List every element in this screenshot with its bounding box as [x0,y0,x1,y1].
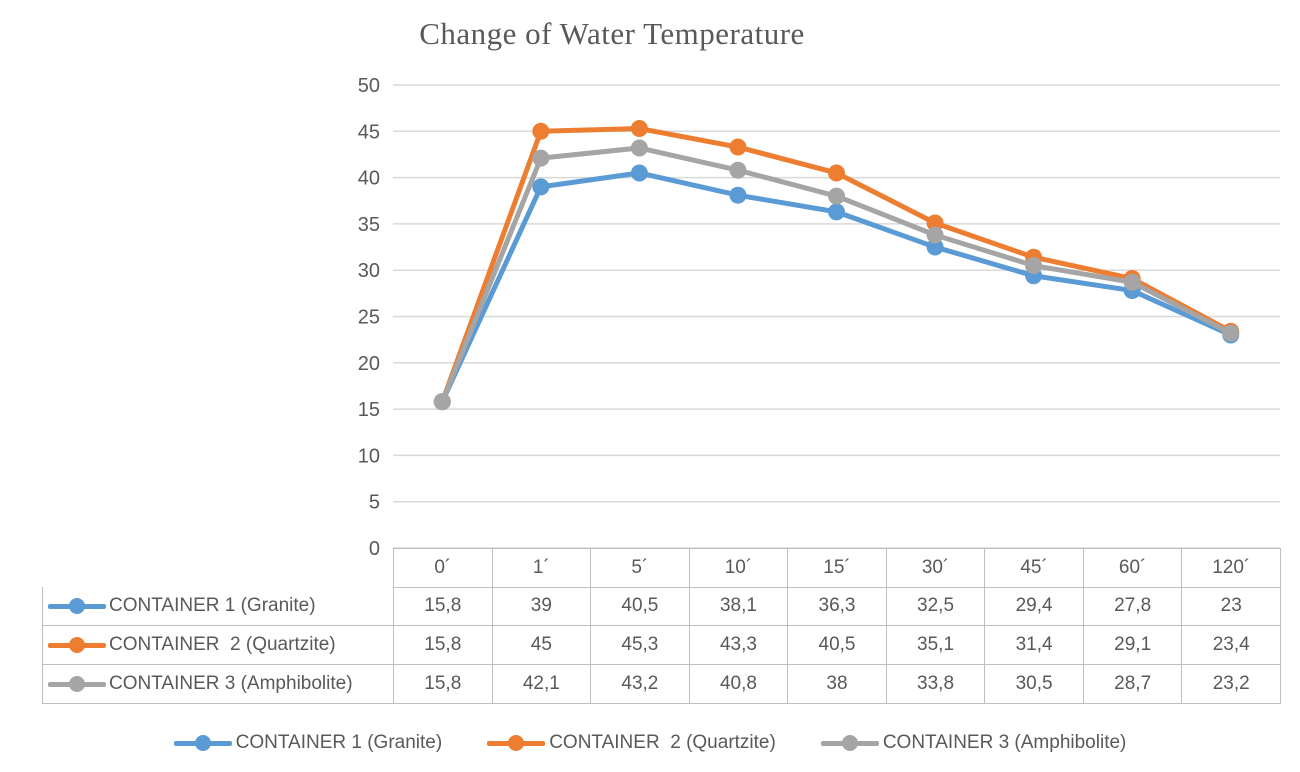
data-point [630,120,648,138]
time-header-cell: 45´ [985,549,1084,588]
legend-item: CONTAINER 2 (Quartzite) [487,732,776,754]
y-axis-tick-label: 40 [358,168,380,190]
series-name-label: CONTAINER 1 (Granite) [109,595,316,616]
value-cell: 27,8 [1083,587,1183,626]
legend-label: CONTAINER 3 (Amphibolite) [882,732,1127,753]
y-axis-tick-label: 30 [358,260,380,282]
value-cell: 40,5 [591,587,690,626]
value-cell: 43,2 [591,665,690,704]
series-name-label: CONTAINER 2 (Quartzite) [109,634,336,655]
series-marker-icon [173,735,232,751]
value-cell: 15,8 [394,665,493,704]
legend-item: CONTAINER 1 (Granite) [173,732,443,754]
data-point [926,226,944,244]
chart-title: Change of Water Temperature [419,16,805,51]
y-axis-tick-label: 0 [369,538,380,560]
data-point [433,393,451,411]
y-axis-tick-label: 35 [358,214,380,236]
value-cell: 32,5 [886,587,986,626]
series-marker-icon [48,676,106,692]
value-cell: 28,7 [1083,665,1183,704]
series-marker-icon [487,735,546,751]
data-point [1123,273,1141,291]
legend-label: CONTAINER 2 (Quartzite) [549,732,776,753]
data-point [630,164,648,182]
value-cell: 39 [492,587,592,626]
legend-item: CONTAINER 3 (Amphibolite) [820,732,1127,754]
data-point [729,138,747,156]
value-cell: 15,8 [394,587,493,626]
value-cell: 42,1 [492,665,592,704]
series-name-cell: CONTAINER 2 (Quartzite) [43,626,394,665]
time-header-cell: 5´ [591,549,690,588]
value-cell: 38,1 [689,587,789,626]
time-header-cell: 0´ [394,549,493,588]
data-table: CONTAINER 1 (Granite) 15,8 39 40,5 38,1 36,3 3… [42,587,1281,704]
value-cell: 29,4 [985,587,1084,626]
value-cell: 36,3 [788,587,887,626]
value-cell: 23 [1182,587,1281,626]
y-axis-tick-label: 25 [358,307,380,329]
series-marker-icon [48,598,106,614]
time-header-cell: 30´ [886,549,986,588]
chart-legend: CONTAINER 1 (Granite) CONTAINER 2 (Quartz… [0,724,1300,762]
data-point [1222,324,1240,342]
y-axis-tick-label: 10 [358,445,380,467]
value-cell: 35,1 [886,626,986,665]
data-point [532,122,550,140]
data-point [729,186,747,204]
data-point [532,149,550,167]
data-point [1025,257,1043,275]
series-name-label: CONTAINER 3 (Amphibolite) [109,673,353,694]
value-cell: 40,5 [788,626,887,665]
value-cell: 45 [492,626,592,665]
value-cell: 43,3 [689,626,789,665]
time-header-cell: 120´ [1182,549,1281,588]
series-name-cell: CONTAINER 1 (Granite) [43,587,394,626]
y-axis-tick-label: 50 [358,75,380,97]
legend-label: CONTAINER 1 (Granite) [235,732,443,753]
data-point [926,214,944,232]
data-point [630,139,648,157]
time-header-cell: 10´ [689,549,789,588]
time-header-row: 0´ 1´ 5´ 10´ 15´ 30´ 45´ 60´ 120´ [393,548,1281,588]
value-cell: 30,5 [985,665,1084,704]
y-axis-tick-label: 45 [358,121,380,143]
data-point [532,178,550,196]
data-point [926,238,944,256]
value-cell: 23,2 [1182,665,1281,704]
y-axis-tick-label: 15 [358,399,380,421]
value-cell: 31,4 [985,626,1084,665]
time-header-cell: 60´ [1083,549,1183,588]
value-cell: 40,8 [689,665,789,704]
value-cell: 29,1 [1083,626,1183,665]
data-point [828,203,845,221]
value-cell: 23,4 [1182,626,1281,665]
series-marker-icon [48,637,106,653]
time-header-cell: 15´ [788,549,887,588]
value-cell: 38 [788,665,887,704]
series-name-cell: CONTAINER 3 (Amphibolite) [43,665,394,704]
data-point [828,164,845,182]
time-header-cell: 1´ [492,549,592,588]
value-cell: 45,3 [591,626,690,665]
y-axis-tick-label: 20 [358,353,380,375]
data-point [729,161,747,179]
value-cell: 15,8 [394,626,493,665]
series-marker-icon [820,735,879,751]
y-axis-tick-label: 5 [369,492,380,514]
data-point [828,187,845,205]
value-cell: 33,8 [886,665,986,704]
